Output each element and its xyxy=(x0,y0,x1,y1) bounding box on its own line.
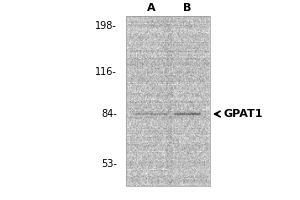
Text: 53-: 53- xyxy=(101,159,117,169)
Text: A: A xyxy=(147,3,156,13)
Text: GPAT1: GPAT1 xyxy=(224,109,263,119)
Text: 84-: 84- xyxy=(101,109,117,119)
Bar xyxy=(126,16,210,186)
Text: 116-: 116- xyxy=(95,67,117,77)
Text: 198-: 198- xyxy=(95,21,117,31)
Text: B: B xyxy=(183,3,192,13)
